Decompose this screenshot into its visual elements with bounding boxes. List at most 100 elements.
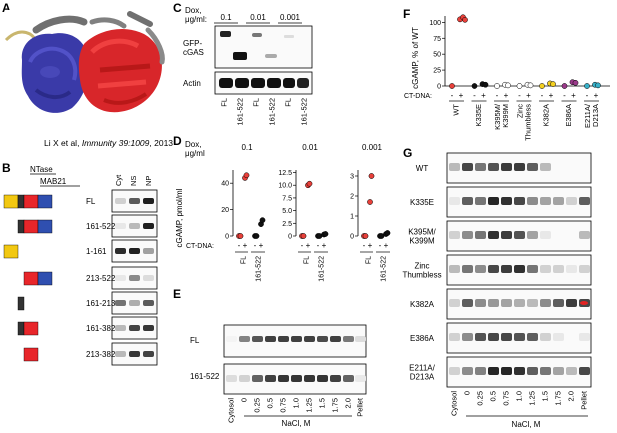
blot-band: [501, 265, 512, 273]
d-data-point: [243, 172, 250, 179]
blot-band: [501, 163, 512, 171]
f-y-tick-label: 100: [429, 20, 441, 27]
lane-label: FL: [220, 98, 229, 107]
blot-band: [540, 333, 551, 341]
d-sign: -: [317, 241, 320, 250]
panel-g-letter: G: [403, 146, 412, 160]
g-row-label: K395M/: [408, 228, 436, 237]
blot-band: [540, 299, 551, 307]
blot-band: [115, 248, 126, 254]
construct-label: 213-382: [86, 350, 116, 359]
blot-band: [330, 375, 341, 382]
e-row-label-fl: FL: [190, 336, 200, 345]
blot-band: [475, 333, 486, 341]
d-ylabel: cGAMP, pmol/ml: [175, 188, 184, 247]
f-sign: -: [473, 91, 476, 100]
blot-band: [475, 197, 486, 205]
d-group-label: FL: [240, 256, 247, 264]
blot-band: [129, 351, 140, 357]
blot-band: [527, 299, 538, 307]
blot-band: [143, 351, 154, 357]
fraction-labels: Cyt NS NP: [114, 174, 153, 186]
blot-band: [317, 375, 328, 382]
g-xlabel: NaCl, M: [512, 420, 541, 429]
f-sign: +: [459, 91, 464, 100]
g-x-labels: Cytosol 0 0.25 0.5 0.75 1.0 1.25 1.5 1.75 2.0 Pell…: [450, 390, 589, 416]
f-data-point: [505, 82, 511, 89]
f-sign: +: [549, 91, 554, 100]
blot-band: [540, 265, 551, 273]
blot-band: [129, 248, 140, 254]
panel-f-letter: F: [403, 7, 410, 21]
d-dox-value: 0.001: [362, 143, 383, 152]
construct-label: FL: [86, 197, 96, 206]
blot-band: [566, 299, 577, 307]
blot-band: [579, 265, 590, 273]
blot-band: [462, 197, 473, 205]
g-x-label: Cytosol: [450, 391, 459, 416]
f-data-point: [494, 83, 500, 89]
d-dox-unit: μg/ml: [185, 149, 205, 158]
domain-block: [17, 296, 25, 311]
c-row-label-gfp-1: GFP-: [183, 39, 202, 48]
e-x-label: Cytosol: [227, 398, 236, 423]
construct-label: 161-213: [86, 299, 116, 308]
blot-band: [579, 367, 590, 375]
g-x-label: 1.75: [554, 391, 563, 406]
blot-band: [462, 367, 473, 375]
panel-e-letter: E: [173, 287, 181, 301]
c-dox-values: 0.1 0.01 0.001: [214, 13, 302, 24]
g-blot-row: E386A: [410, 322, 592, 354]
f-category-label: WT: [452, 104, 461, 116]
blot-band: [501, 333, 512, 341]
panel-c-letter: C: [173, 1, 182, 15]
f-data-point: [482, 81, 489, 88]
blot-band: [514, 163, 525, 171]
g-blot-row: E211A/D213A: [409, 356, 592, 388]
blot-band: [330, 336, 341, 342]
f-sign: +: [571, 91, 576, 100]
blot-band: [265, 375, 276, 382]
c-row-label-gfp-2: cGAS: [183, 48, 204, 57]
f-sign: +: [481, 91, 486, 100]
blot-band: [566, 367, 577, 375]
construct-label: 161-382: [86, 324, 116, 333]
blot-band: [143, 198, 154, 204]
f-category-label: Thumbless: [524, 104, 533, 141]
blot-band: [115, 300, 126, 306]
fraction-label: Cyt: [114, 174, 123, 186]
blot-band: [129, 223, 140, 229]
g-blot-row: K335E: [410, 186, 592, 218]
blot-band: [239, 375, 250, 382]
d-y-tick-label: 3: [350, 174, 354, 181]
f-sign: -: [563, 91, 566, 100]
fraction-label: NS: [129, 176, 138, 186]
construct-row: 1-161: [3, 239, 158, 263]
g-row-label: E386A: [410, 334, 435, 343]
blot-band: [540, 231, 551, 239]
d-dox-value: 0.01: [302, 143, 318, 152]
e-x-label: Pellet: [356, 397, 365, 417]
g-x-label: 0.5: [489, 391, 498, 401]
blot-band: [462, 299, 473, 307]
blot-band: [488, 163, 499, 171]
blot-band: [527, 367, 538, 375]
f-category-label: E211A/: [583, 103, 592, 128]
blot-band: [462, 231, 473, 239]
g-row-label: Zinc: [414, 262, 429, 271]
f-sign: +: [504, 91, 509, 100]
blot-band: [129, 275, 140, 281]
d-data-point: [367, 199, 373, 205]
blot-band: [115, 275, 126, 281]
blot-band: [449, 367, 460, 375]
g-x-label: 1.25: [528, 391, 537, 406]
blot-band: [540, 163, 551, 171]
domain-mab21-label: MAB21: [40, 177, 67, 186]
d-y-tick-label: 5.0: [282, 208, 292, 215]
blot-band: [527, 197, 538, 205]
d-dox-value: 0.1: [241, 143, 253, 152]
e-x-label: 0: [240, 398, 249, 402]
blot-band: [143, 223, 154, 229]
blot-band: [540, 197, 551, 205]
